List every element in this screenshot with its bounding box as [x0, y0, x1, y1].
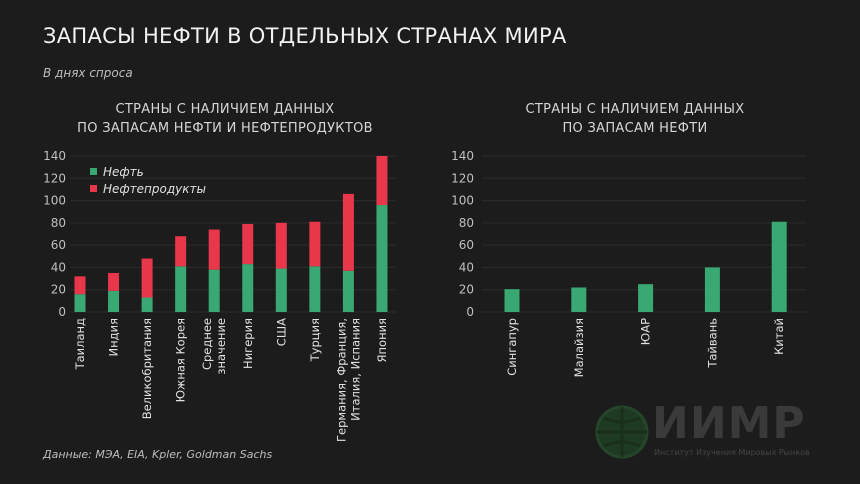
x-tick-label-line: Малайзия: [572, 318, 586, 377]
right-y-tick-label: 40: [459, 260, 474, 274]
right-chart-title-line: ПО ЗАПАСАМ НЕФТИ: [562, 121, 708, 136]
x-tick-label-line: Германия, Франция,: [334, 318, 348, 442]
x-tick-label-line: Япония: [375, 318, 389, 362]
left-chart-title-line: СТРАНЫ С НАЛИЧИЕМ ДАННЫХ: [115, 102, 335, 117]
right-x-tick-label: Китай: [772, 318, 786, 355]
left-x-tick-label: Япония: [375, 318, 389, 362]
right-chart-title: СТРАНЫ С НАЛИЧИЕМ ДАННЫХ ПО ЗАПАСАМ НЕФТ…: [450, 100, 820, 138]
subtitle: В днях спроса: [43, 66, 133, 80]
legend-label-oil: Нефть: [103, 165, 144, 179]
left-x-tick-label: Таиланд: [73, 318, 87, 370]
x-tick-label-line: Тайвань: [705, 318, 719, 369]
right-bar-oil: [638, 284, 654, 312]
left-x-tick-label: Южная Корея: [174, 318, 188, 402]
right-y-tick-label: 0: [466, 305, 474, 319]
legend-label-products: Нефтепродукты: [103, 182, 206, 196]
right-x-tick-label: Тайвань: [705, 318, 719, 369]
left-bar-products: [275, 222, 287, 269]
left-bar-oil: [74, 294, 86, 312]
left-chart-title-line: ПО ЗАПАСАМ НЕФТИ И НЕФТЕПРОДУКТОВ: [77, 121, 373, 136]
left-x-tick-label: Германия, Франция,Италия, Испания: [334, 318, 362, 442]
globe-logo-icon: [595, 405, 649, 459]
x-tick-label-line: Среднее: [200, 318, 214, 370]
x-tick-label-line: ЮАР: [639, 318, 653, 345]
left-bar-products: [376, 156, 388, 206]
left-y-tick-label: 0: [58, 305, 66, 319]
right-y-tick-label: 60: [459, 238, 474, 252]
x-tick-label-line: Турция: [308, 318, 322, 362]
right-y-tick-label: 100: [451, 194, 474, 208]
logo-text: ИИМР: [652, 398, 806, 449]
logo: ИИМР Институт Изучения Мировых Рынков: [592, 398, 832, 464]
right-y-tick-label: 120: [451, 171, 474, 185]
left-bar-oil: [208, 269, 220, 312]
right-x-tick-label: ЮАР: [639, 318, 653, 345]
x-tick-label-line: Сингапур: [505, 318, 519, 376]
source-note: Данные: МЭА, EIA, Kpler, Goldman Sachs: [43, 448, 273, 461]
x-tick-label-line: Индия: [107, 318, 121, 356]
right-bar-oil: [504, 289, 520, 312]
left-y-tick-label: 60: [51, 238, 66, 252]
left-bar-oil: [175, 266, 187, 312]
right-bar-oil: [704, 267, 720, 312]
left-y-tick-label: 80: [51, 216, 66, 230]
right-chart-title-line: СТРАНЫ С НАЛИЧИЕМ ДАННЫХ: [525, 102, 745, 117]
left-bar-oil: [242, 264, 254, 312]
right-x-tick-label: Малайзия: [572, 318, 586, 377]
x-tick-label-line: Таиланд: [73, 318, 87, 370]
left-y-tick-label: 140: [43, 149, 66, 163]
legend-swatch-products: [90, 185, 97, 192]
left-x-tick-label: США: [274, 318, 288, 346]
right-bar-oil: [771, 221, 787, 312]
left-bar-oil: [275, 268, 287, 312]
left-bar-products: [208, 229, 220, 270]
x-tick-label-line: США: [274, 318, 288, 346]
x-tick-label-line: Южная Корея: [174, 318, 188, 402]
left-bar-oil: [108, 290, 120, 312]
left-bar-products: [175, 236, 187, 267]
left-bar-products: [141, 258, 153, 298]
x-tick-label-line: значение: [214, 318, 228, 375]
left-x-tick-label: Турция: [308, 318, 322, 362]
left-bar-products: [108, 273, 120, 291]
left-y-tick-label: 20: [51, 283, 66, 297]
x-tick-label-line: Нигерия: [241, 318, 255, 369]
right-bar-oil: [571, 287, 587, 312]
logo-subtitle: Институт Изучения Мировых Рынков: [654, 448, 810, 457]
x-tick-label-line: Китай: [772, 318, 786, 355]
right-y-tick-label: 140: [451, 149, 474, 163]
left-x-tick-label: Великобритания: [140, 318, 154, 419]
left-x-tick-label: Среднеезначение: [200, 318, 228, 375]
left-bar-oil: [376, 205, 388, 312]
right-y-tick-label: 20: [459, 283, 474, 297]
left-bar-products: [74, 276, 86, 295]
page-title: ЗАПАСЫ НЕФТИ В ОТДЕЛЬНЫХ СТРАНАХ МИРА: [43, 24, 567, 48]
x-tick-label-line: Великобритания: [140, 318, 154, 419]
right-x-tick-label: Сингапур: [505, 318, 519, 376]
left-bar-oil: [141, 297, 153, 312]
left-bar-oil: [342, 270, 354, 312]
left-bar-products: [309, 221, 321, 267]
left-bar-products: [342, 193, 354, 271]
left-bar-products: [242, 223, 254, 265]
right-y-tick-label: 80: [459, 216, 474, 230]
left-x-tick-label: Индия: [107, 318, 121, 356]
left-bar-oil: [309, 266, 321, 312]
x-tick-label-line: Италия, Испания: [348, 318, 362, 421]
left-x-tick-label: Нигерия: [241, 318, 255, 369]
left-chart-title: СТРАНЫ С НАЛИЧИЕМ ДАННЫХ ПО ЗАПАСАМ НЕФТ…: [45, 100, 405, 138]
left-y-tick-label: 120: [43, 171, 66, 185]
left-y-tick-label: 40: [51, 260, 66, 274]
legend-swatch-oil: [90, 168, 97, 175]
left-y-tick-label: 100: [43, 194, 66, 208]
